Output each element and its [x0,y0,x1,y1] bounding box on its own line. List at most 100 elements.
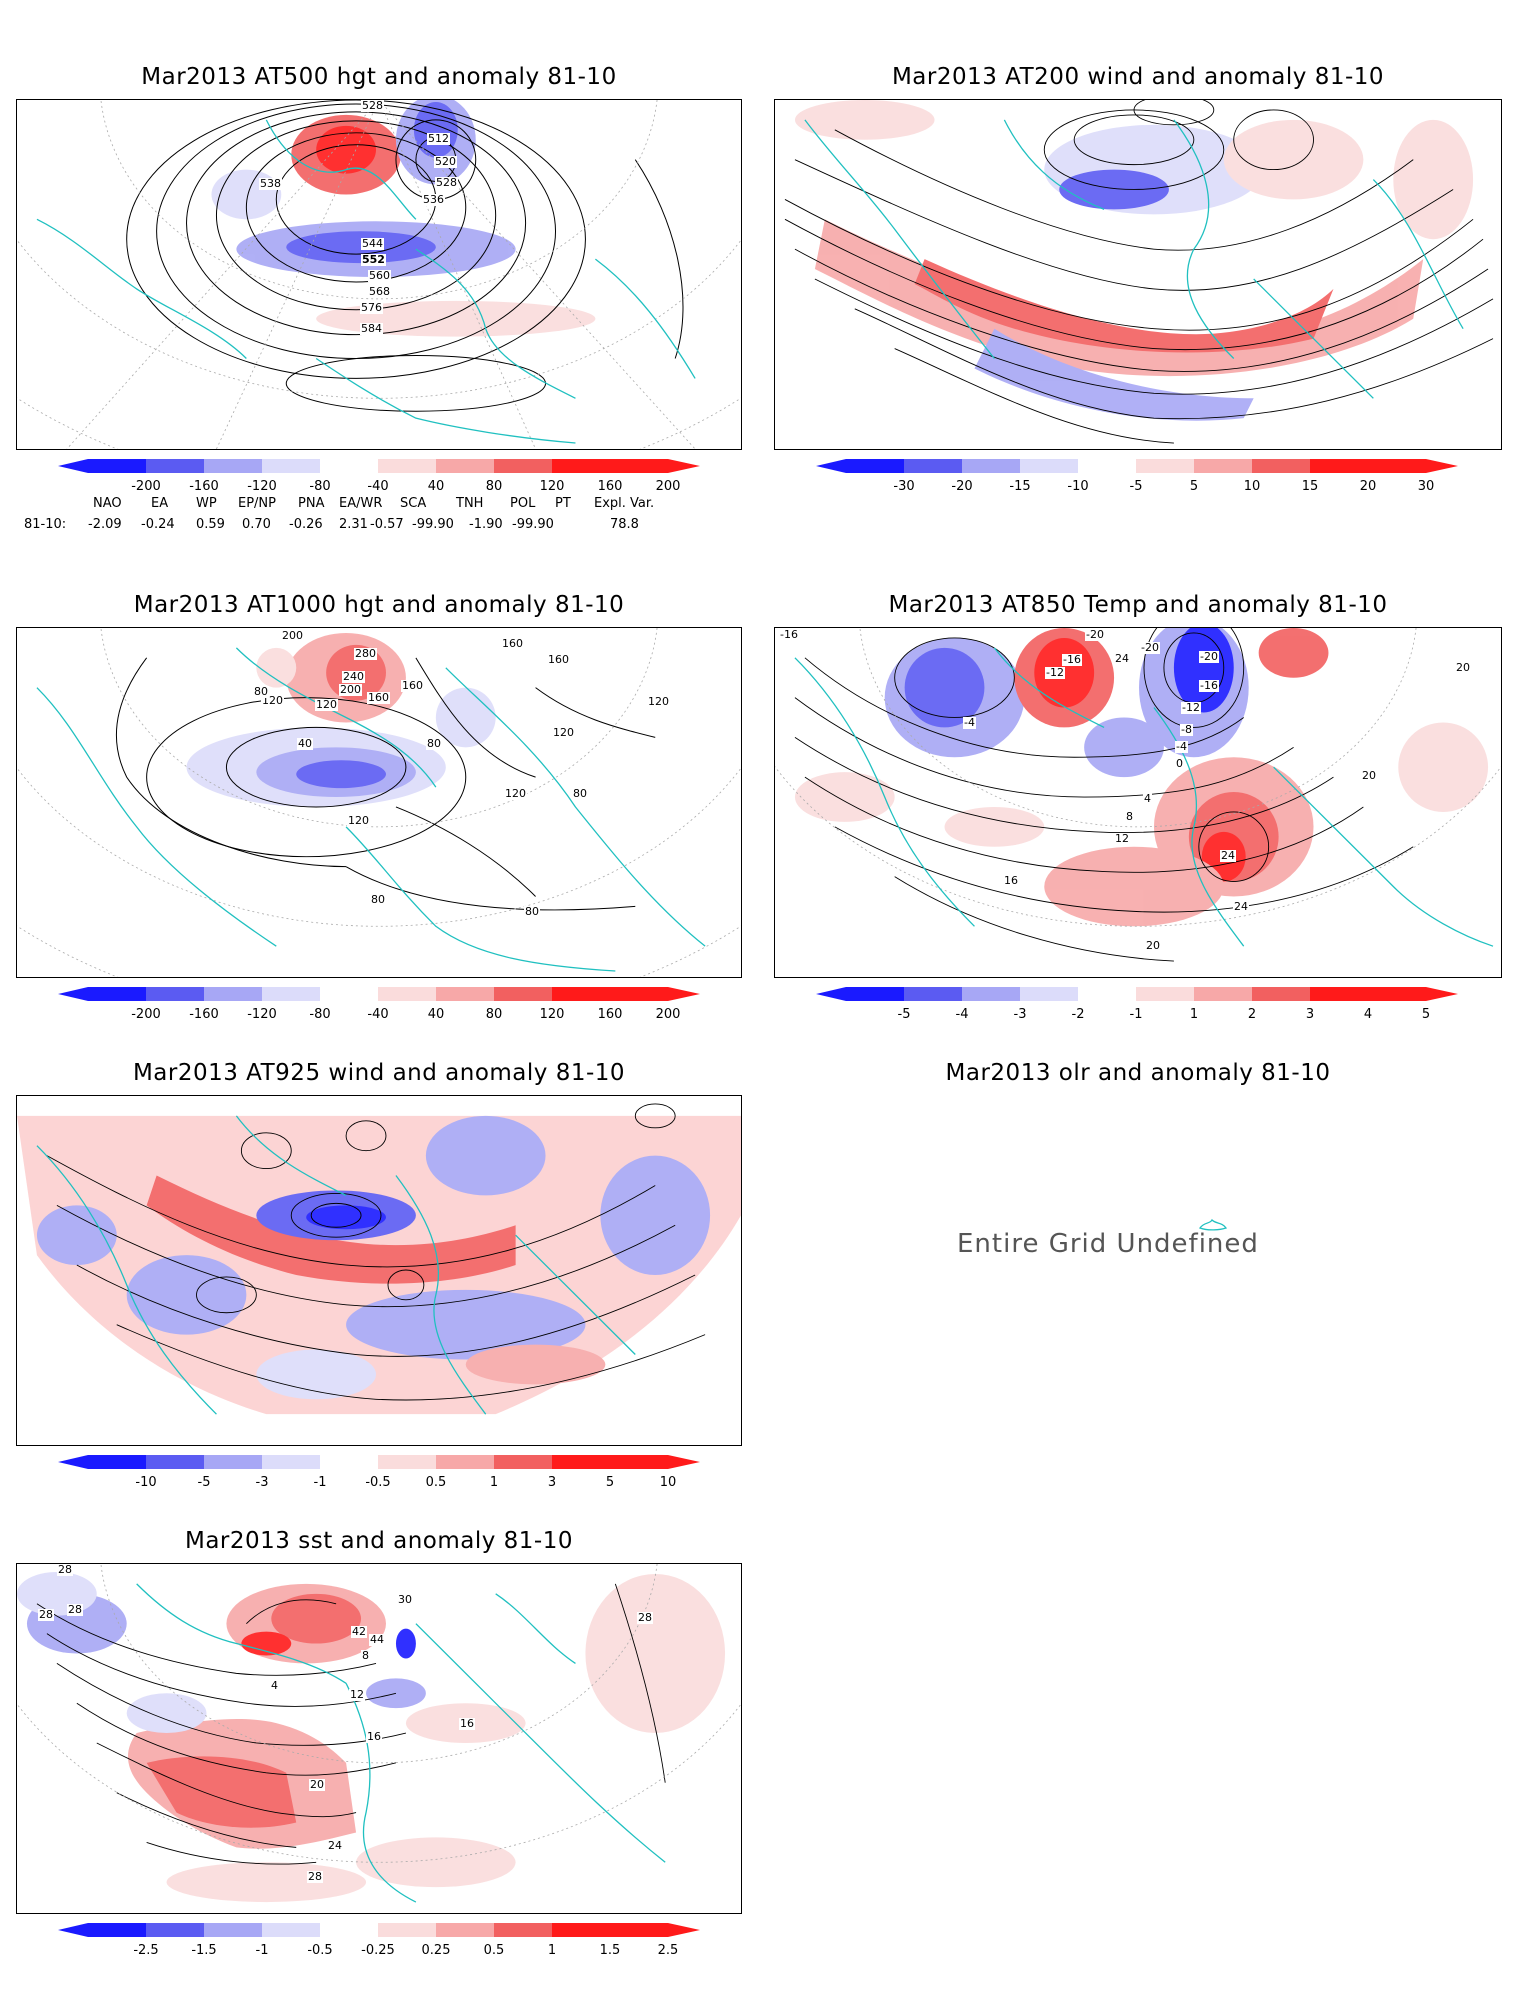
tick-label: -160 [189,479,219,494]
contour-label: 24 [1220,849,1236,862]
tick-label: 10 [1244,479,1261,494]
tick-label: -120 [247,1007,277,1022]
index-header: TNH [456,496,484,511]
tick-label: -1 [1130,1007,1143,1022]
tick-label: -80 [309,479,330,494]
contour-label: -20 [1085,628,1105,641]
tick-label: 3 [548,1475,556,1490]
tick-label: 120 [540,479,565,494]
contour-label: 80 [426,737,442,750]
index-header: POL [510,496,536,511]
panel-title-w200: Mar2013 AT200 wind and anomaly 81-10 [891,64,1385,90]
contour-label: 120 [504,787,527,800]
tick-label: -1.5 [191,1943,216,1958]
tick-label: 2.5 [658,1943,679,1958]
tick-label: 160 [598,1007,623,1022]
tick-label: 1 [548,1943,556,1958]
tick-label: -200 [131,1007,161,1022]
index-row-label: 81-10: [24,517,67,532]
map-w925-graphic [17,1103,741,1415]
contour-label: 200 [339,683,362,696]
contour-label: 160 [367,691,390,704]
tick-label: 1.5 [600,1943,621,1958]
index-header: EA/WR [339,496,383,511]
tick-label: -4 [956,1007,969,1022]
contour-label: 28 [67,1603,83,1616]
contour-label: 42 [351,1625,367,1638]
tick-label: 80 [486,1007,503,1022]
tick-label: -3 [256,1475,269,1490]
tick-label: -10 [135,1475,156,1490]
index-header: PNA [298,496,325,511]
colorbar-sst-graphic: -2.5 -1.5 -1 -0.5 -0.25 0.25 0.5 1 1.5 2… [58,1923,700,1958]
contour-label: -8 [1180,723,1193,736]
tick-label: 5 [606,1475,614,1490]
colorbar-z1000-graphic: -200 -160 -120 -80 -40 40 80 120 160 200 [58,987,700,1022]
contour-label: -16 [779,628,799,641]
index-header: PT [555,496,571,511]
contour-label: 20 [1455,661,1471,674]
tick-label: 80 [486,479,503,494]
colorbar-w925-graphic: -10 -5 -3 -1 -0.5 0.5 1 3 5 10 [58,1455,700,1490]
small-landmass-icon [1199,1218,1228,1231]
contour-label: 0 [1175,757,1184,770]
panel-title-w925: Mar2013 AT925 wind and anomaly 81-10 [132,1060,626,1086]
map-w200-graphic [784,100,1494,444]
tick-label: -1 [314,1475,327,1490]
index-value: -0.26 [289,517,323,532]
contour-label: 80 [253,685,269,698]
contour-label: 576 [360,301,383,314]
contour-label: -4 [963,716,976,729]
colorbar-w200-graphic: -30 -20 -15 -10 -5 5 10 15 20 30 [816,459,1458,494]
tick-label: -2.5 [133,1943,158,1958]
panel-title-z1000: Mar2013 AT1000 hgt and anomaly 81-10 [133,592,625,618]
index-header-row: NAO EA WP EP/NP PNA EA/WR SCA TNH POL PT… [0,496,760,514]
index-header: EA [151,496,169,511]
tick-label: 2 [1248,1007,1256,1022]
contour-label: -16 [1199,679,1219,692]
colorbar-w200: -30 -20 -15 -10 -5 5 10 15 20 30 [816,456,1458,496]
tick-label: 15 [1302,479,1319,494]
contour-label: 24 [1233,900,1249,913]
tick-label: -40 [367,479,388,494]
tick-label: 40 [428,479,445,494]
contour-label: -4 [1175,740,1188,753]
contour-label: 80 [572,787,588,800]
contour-label: 120 [315,698,338,711]
tick-label: -30 [893,479,914,494]
contour-label: 12 [1114,832,1130,845]
index-value: 78.8 [610,517,639,532]
index-header: WP [196,496,217,511]
tick-label: -160 [189,1007,219,1022]
contour-label: 528 [361,99,384,112]
tick-label: -0.5 [365,1475,390,1490]
map-z1000: 200 280 240 200 160 120 160 120 80 40 80… [16,627,742,978]
panel-title-sst: Mar2013 sst and anomaly 81-10 [184,1528,573,1554]
colorbar-z500-graphic: -200 -160 -120 -80 -40 40 80 120 160 200 [58,459,700,494]
contour-label: 584 [360,322,383,335]
contour-label: 280 [354,647,377,660]
contour-label: 120 [347,814,370,827]
index-value: -2.09 [88,517,122,532]
contour-label: 520 [434,155,457,168]
tick-label: 5 [1422,1007,1430,1022]
contour-label: 30 [397,1593,413,1606]
contour-label: -16 [1062,653,1082,666]
colorbar-t850-graphic: -5 -4 -3 -2 -1 1 2 3 4 5 [816,987,1458,1022]
tick-label: 1 [490,1475,498,1490]
tick-label: -10 [1067,479,1088,494]
contour-label: 120 [552,726,575,739]
tick-label: -3 [1014,1007,1027,1022]
contour-label: 44 [369,1633,385,1646]
tick-label: -2 [1072,1007,1085,1022]
panel-title-t850: Mar2013 AT850 Temp and anomaly 81-10 [888,592,1388,618]
index-value: 2.31 [339,517,368,532]
contour-label: 8 [361,1649,370,1662]
index-value: 0.59 [196,517,225,532]
contour-label: 536 [422,193,445,206]
contour-label: 240 [342,670,365,683]
map-z500: 528 512 520 528 536 538 544 552 560 568 … [16,99,742,450]
contour-label: 4 [270,1679,279,1692]
contour-label: 200 [281,629,304,642]
map-w925 [16,1095,742,1446]
